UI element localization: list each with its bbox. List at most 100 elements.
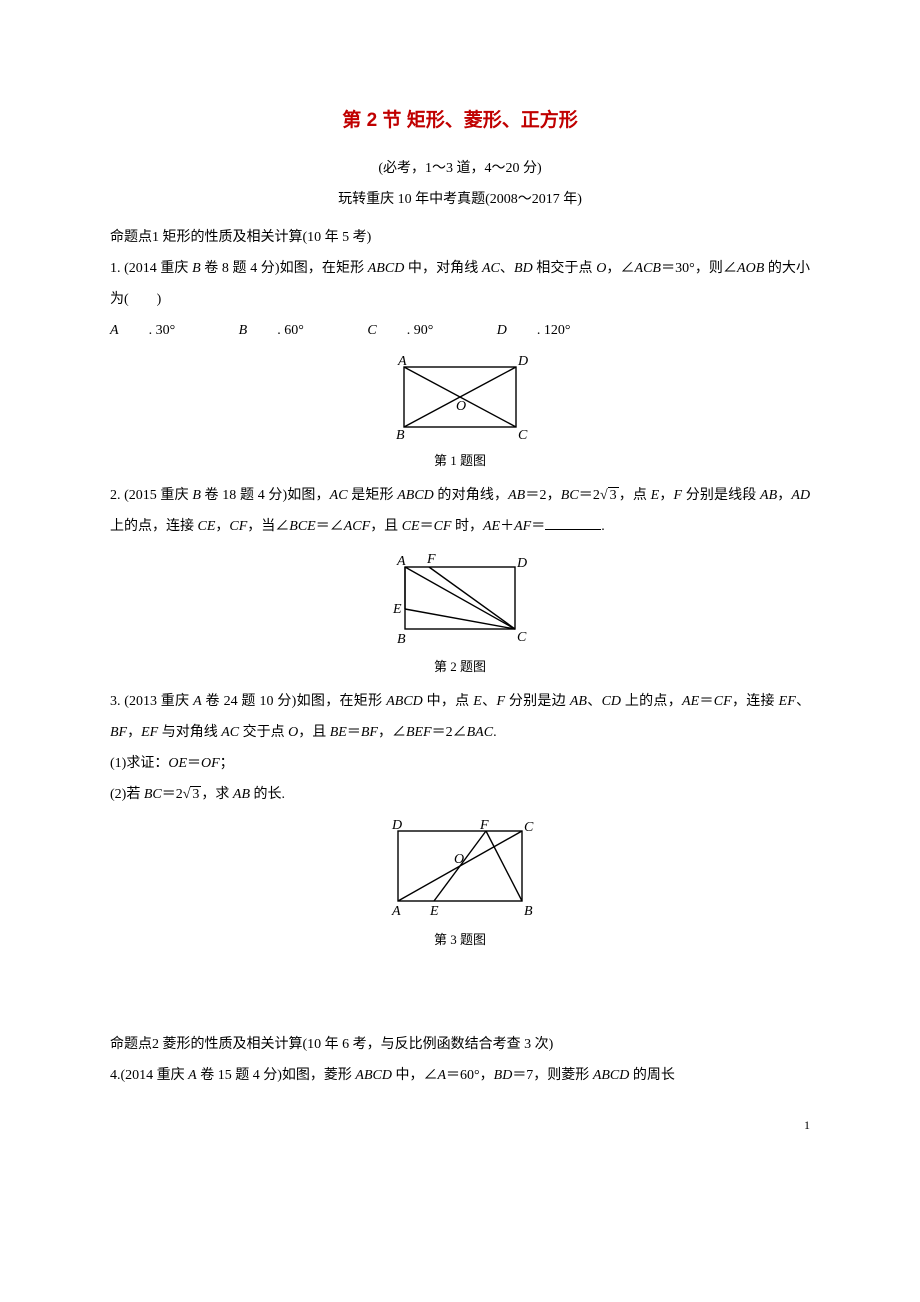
text: . — [493, 725, 497, 740]
text: 相交于点 — [533, 261, 597, 276]
of: OF — [201, 756, 220, 771]
o: O — [288, 725, 298, 740]
opt-d-label: D — [497, 323, 507, 338]
paper-a: A — [188, 1068, 197, 1083]
abcd: ABCD — [368, 261, 405, 276]
text: ，且 — [298, 725, 330, 740]
cf: CF — [229, 519, 247, 534]
subheader: 玩转重庆 10 年中考真题(2008～2017 年) — [110, 185, 810, 216]
label-c: C — [517, 630, 527, 645]
text: ， — [127, 725, 141, 740]
label-o: O — [456, 399, 466, 414]
acf: ACF — [344, 519, 370, 534]
label-e: E — [429, 904, 439, 919]
label-c: C — [524, 820, 534, 835]
o: O — [596, 261, 606, 276]
text: 中，对角线 — [404, 261, 482, 276]
bce: BCE — [289, 519, 315, 534]
label-a: A — [391, 904, 401, 919]
abcd: ABCD — [397, 488, 434, 503]
sqrt3: 3 — [190, 786, 201, 802]
topic-2-heading: 命题点2 菱形的性质及相关计算(10 年 6 考，与反比例函数结合考查 3 次) — [110, 1030, 810, 1061]
ad: AD — [791, 488, 810, 503]
ae: AE — [682, 694, 699, 709]
a: A — [437, 1068, 446, 1083]
bac: BAC — [467, 725, 493, 740]
bc: BC — [144, 787, 162, 802]
opt-c-val: . 90° — [407, 323, 434, 338]
text: 卷 24 题 10 分)如图，在矩形 — [202, 694, 386, 709]
text: 是矩形 — [348, 488, 398, 503]
ac: AC — [482, 261, 500, 276]
q2-stem: 2. (2015 重庆 B 卷 18 题 4 分)如图，AC 是矩形 ABCD … — [110, 481, 810, 543]
text: 2. (2015 重庆 — [110, 488, 192, 503]
ce: CE — [402, 519, 420, 534]
text: ， — [777, 488, 791, 503]
ab: AB — [570, 694, 587, 709]
text: 中，∠ — [392, 1068, 438, 1083]
ef: EF — [779, 694, 796, 709]
f: F — [496, 694, 505, 709]
text: ， — [659, 488, 673, 503]
ac: AC — [330, 488, 348, 503]
text: ， — [215, 519, 229, 534]
label-a: A — [397, 354, 407, 369]
opt-a-label: A — [110, 323, 119, 338]
text: 分别是线段 — [682, 488, 760, 503]
bc: BC — [561, 488, 579, 503]
text: ＝2 — [162, 787, 183, 802]
page-title: 第 2 节 矩形、菱形、正方形 — [110, 100, 810, 142]
label-a: A — [396, 554, 406, 569]
acb: ACB — [635, 261, 661, 276]
text: 时， — [451, 519, 483, 534]
af: AF — [514, 519, 531, 534]
aob: AOB — [737, 261, 764, 276]
paper-b: B — [192, 488, 201, 503]
sqrt3: 3 — [608, 487, 619, 503]
q1-stem: 1. (2014 重庆 B 卷 8 题 4 分)如图，在矩形 ABCD 中，对角… — [110, 254, 810, 316]
q4-stem: 4.(2014 重庆 A 卷 15 题 4 分)如图，菱形 ABCD 中，∠A＝… — [110, 1061, 810, 1092]
text: ＝∠ — [316, 519, 344, 534]
text: ＝ — [187, 756, 201, 771]
label-d: D — [517, 354, 528, 369]
topic-1-heading: 命题点1 矩形的性质及相关计算(10 年 5 考) — [110, 223, 810, 254]
oe: OE — [168, 756, 187, 771]
topic-number: 1 — [152, 230, 159, 245]
text: 、 — [500, 261, 514, 276]
ce: CE — [198, 519, 216, 534]
text: ＝ — [531, 519, 545, 534]
text: 1. (2014 重庆 — [110, 261, 192, 276]
cd: CD — [602, 694, 621, 709]
text: 的长. — [250, 787, 285, 802]
ab: AB — [760, 488, 777, 503]
cf: CF — [434, 519, 452, 534]
label-o: O — [454, 852, 464, 867]
ae: AE — [483, 519, 500, 534]
label-f: F — [479, 818, 489, 833]
abcd: ABCD — [355, 1068, 392, 1083]
q1-options: A. 30° B. 60° C. 90° D. 120° — [110, 316, 810, 347]
text: 卷 15 题 4 分)如图，菱形 — [197, 1068, 356, 1083]
label-e: E — [392, 602, 402, 617]
opt-b-label: B — [239, 323, 248, 338]
q3-part2: (2)若 BC＝2√3，求 AB 的长. — [110, 780, 810, 811]
text: 卷 8 题 4 分)如图，在矩形 — [201, 261, 368, 276]
abcd: ABCD — [593, 1068, 630, 1083]
e: E — [473, 694, 482, 709]
bf: BF — [110, 725, 127, 740]
topic-number: 2 — [152, 1037, 159, 1052]
text: ； — [220, 756, 234, 771]
bef: BEF — [406, 725, 432, 740]
opt-d-val: . 120° — [537, 323, 571, 338]
ab: AB — [233, 787, 250, 802]
label-f: F — [426, 552, 436, 567]
text: ，且 — [370, 519, 402, 534]
text: ＝2 — [579, 488, 600, 503]
topic-suffix: 矩形的性质及相关计算(10 年 5 考) — [159, 230, 371, 245]
q2-figure: A F D E B C — [110, 549, 810, 649]
text: ＝ — [699, 694, 714, 709]
text: ＝60°， — [446, 1068, 494, 1083]
label-b: B — [396, 428, 405, 443]
cf: CF — [714, 694, 732, 709]
text: 、 — [482, 694, 497, 709]
